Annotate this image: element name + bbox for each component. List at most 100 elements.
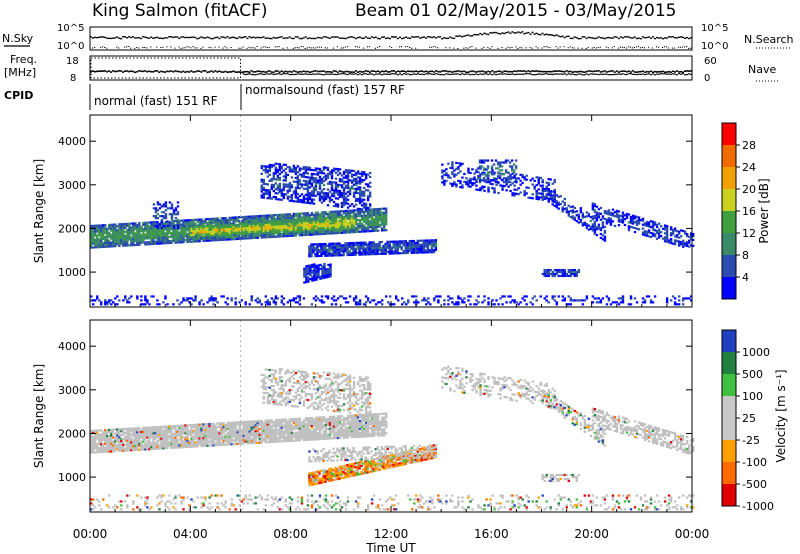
range-gate-cell <box>178 239 181 242</box>
range-gate-cell <box>114 442 117 445</box>
range-gate-cell <box>288 185 292 189</box>
range-gate-cell <box>358 218 362 222</box>
range-gate-cell <box>553 204 556 207</box>
range-gate-cell <box>319 267 322 270</box>
range-gate-cell <box>182 299 185 302</box>
range-gate-cell <box>260 234 263 237</box>
range-gate-cell <box>597 225 601 228</box>
range-gate-cell <box>170 442 173 446</box>
range-gate-cell <box>326 168 330 172</box>
range-gate-cell <box>555 303 558 306</box>
range-gate-cell <box>294 194 298 197</box>
range-gate-cell <box>200 225 203 228</box>
range-gate-cell <box>615 213 619 216</box>
range-gate-cell <box>282 224 286 228</box>
range-gate-cell <box>132 230 135 233</box>
range-gate-cell <box>374 247 377 250</box>
range-gate-cell <box>306 227 310 230</box>
range-gate-cell <box>240 229 243 232</box>
range-gate-cell <box>94 242 97 245</box>
range-gate-cell <box>323 272 326 275</box>
range-gate-cell <box>374 229 378 232</box>
range-gate-cell <box>130 449 133 452</box>
range-gate-cell <box>368 191 372 194</box>
range-gate-cell <box>132 427 135 430</box>
range-gate-cell <box>96 433 99 436</box>
range-gate-cell <box>400 242 403 245</box>
range-gate-cell <box>92 303 95 306</box>
range-gate-cell <box>168 427 171 430</box>
range-gate-cell <box>162 437 165 440</box>
range-gate-cell <box>300 234 304 237</box>
range-gate-cell <box>208 232 211 236</box>
range-gate-cell <box>324 216 328 220</box>
range-gate-cell <box>398 244 401 247</box>
range-gate-cell <box>617 216 621 219</box>
range-gate-cell <box>188 224 191 228</box>
range-gate-cell <box>118 440 121 443</box>
range-gate-cell <box>230 299 233 302</box>
range-gate-cell <box>378 211 382 214</box>
range-gate-cell <box>601 215 605 218</box>
range-gate-cell <box>352 169 356 173</box>
range-gate-cell <box>164 222 167 225</box>
range-gate-cell <box>232 223 235 226</box>
range-gate-cell <box>418 243 421 246</box>
range-gate-cell <box>316 227 320 230</box>
range-gate-cell <box>308 233 312 236</box>
range-gate-cell <box>388 246 391 249</box>
range-gate-cell <box>316 223 320 226</box>
range-gate-cell <box>350 219 354 222</box>
range-gate-cell <box>306 168 310 171</box>
range-gate-cell <box>569 270 572 274</box>
range-gate-cell <box>228 223 231 227</box>
range-gate-cell <box>358 212 362 216</box>
range-gate-cell <box>514 165 518 168</box>
range-gate-cell <box>502 181 506 184</box>
range-gate-cell <box>451 163 454 166</box>
range-gate-cell <box>260 214 263 218</box>
range-gate-cell <box>166 232 169 235</box>
range-gate-cell <box>350 251 353 255</box>
range-gate-cell <box>326 226 330 229</box>
range-gate-cell <box>561 299 564 302</box>
range-gate-cell <box>166 238 169 241</box>
range-gate-cell <box>368 230 372 233</box>
range-gate-cell <box>509 178 512 181</box>
range-gate-cell <box>296 230 300 233</box>
nsky-panel: N.Sky 10^5 10^0 10^5 10^0 N.Search <box>2 23 794 52</box>
range-gate-cell <box>657 228 661 231</box>
range-gate-cell <box>148 438 151 441</box>
range-gate-cell <box>364 251 367 254</box>
range-gate-cell <box>150 227 153 230</box>
range-gate-cell <box>364 228 368 231</box>
range-gate-cell <box>599 236 603 239</box>
range-gate-cell <box>308 196 312 199</box>
range-gate-cell <box>405 303 408 306</box>
range-gate-cell <box>136 444 139 448</box>
range-gate-cell <box>134 222 137 225</box>
range-gate-cell <box>268 167 271 171</box>
range-gate-cell <box>346 246 349 249</box>
range-gate-cell <box>186 223 189 226</box>
range-gate-cell <box>360 210 364 214</box>
range-gate-cell <box>372 221 376 225</box>
range-gate-cell <box>124 226 127 230</box>
range-gate-cell <box>621 295 625 298</box>
range-gate-cell <box>601 222 605 225</box>
range-gate-cell <box>154 207 158 210</box>
range-gate-cell <box>326 192 330 195</box>
range-gate-cell <box>320 197 324 200</box>
range-gate-cell <box>547 181 550 185</box>
range-gate-cell <box>178 430 181 433</box>
range-gate-cell <box>128 449 131 452</box>
range-gate-cell <box>114 225 117 228</box>
range-gate-cell <box>687 245 691 248</box>
range-gate-cell <box>356 301 360 304</box>
range-gate-cell <box>395 297 398 300</box>
range-gate-cell <box>202 227 205 230</box>
range-gate-cell <box>124 224 127 228</box>
range-gate-cell <box>158 222 162 226</box>
range-gate-cell <box>106 227 109 231</box>
range-gate-cell <box>340 215 344 219</box>
